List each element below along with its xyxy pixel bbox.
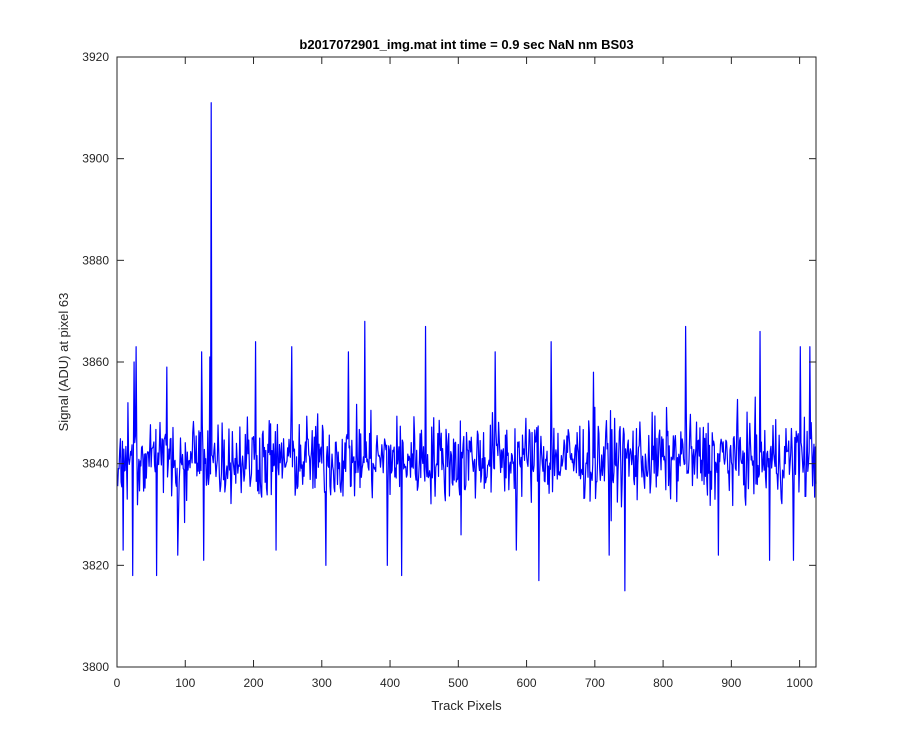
x-tick-label: 900 (721, 676, 741, 690)
x-axis-label: Track Pixels (431, 698, 502, 713)
x-tick-label: 700 (585, 676, 605, 690)
y-tick-label: 3880 (82, 253, 109, 267)
x-tick-label: 1000 (786, 676, 813, 690)
chart-title: b2017072901_img.mat int time = 0.9 sec N… (299, 37, 633, 52)
series-layer (117, 102, 817, 592)
x-tick-label: 500 (448, 676, 468, 690)
signal-line (117, 102, 817, 592)
x-tick-label: 600 (517, 676, 537, 690)
x-tick-label: 800 (653, 676, 673, 690)
x-tick-label: 100 (175, 676, 195, 690)
x-tick-label: 400 (380, 676, 400, 690)
y-tick-label: 3840 (82, 457, 109, 471)
x-tick-label: 200 (244, 676, 264, 690)
plot-area (117, 57, 816, 667)
y-tick-label: 3800 (82, 660, 109, 674)
x-tick-label: 300 (312, 676, 332, 690)
y-tick-label: 3860 (82, 355, 109, 369)
y-tick-label: 3920 (82, 50, 109, 64)
y-tick-label: 3820 (82, 558, 109, 572)
y-axis-label: Signal (ADU) at pixel 63 (56, 293, 71, 432)
tick-layer: 0 100 200 300 400 500 600 700 800 900 1000 3800 3820… (82, 50, 816, 690)
x-tick-label: 0 (114, 676, 121, 690)
y-tick-label: 3900 (82, 152, 109, 166)
